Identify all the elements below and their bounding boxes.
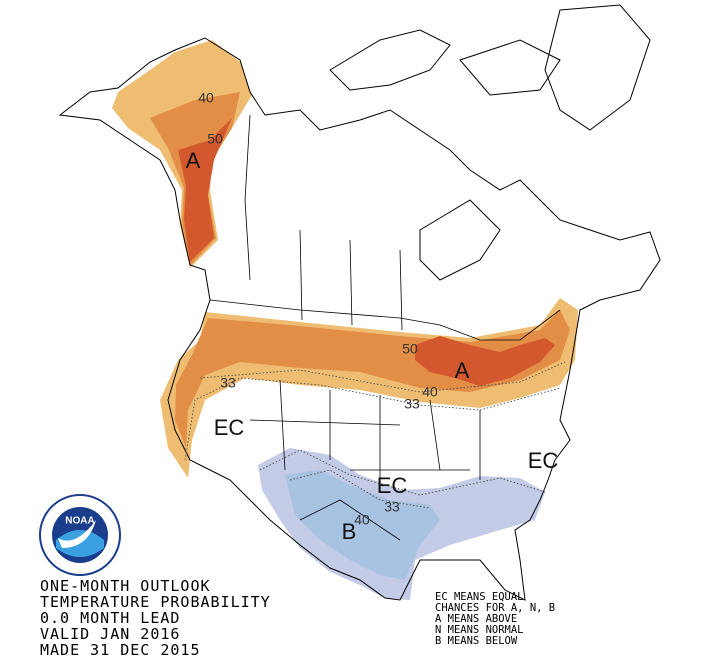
title-line: 0.0 MONTH LEAD bbox=[40, 609, 180, 627]
contour-label: 50 bbox=[207, 131, 223, 147]
logo-wave bbox=[56, 530, 104, 557]
contour-label: 40 bbox=[198, 90, 214, 106]
category-label: EC bbox=[528, 448, 559, 473]
contour bbox=[259, 449, 546, 496]
above-50-zone bbox=[178, 118, 232, 262]
logo-bird bbox=[58, 520, 96, 548]
title-line: VALID JAN 2016 bbox=[40, 625, 180, 643]
coastline bbox=[329, 4, 651, 281]
category-label: EC bbox=[214, 415, 245, 440]
contour-label: 33 bbox=[220, 375, 236, 391]
legend-line: CHANCES FOR A, N, B bbox=[435, 602, 555, 614]
title-line: TEMPERATURE PROBABILITY bbox=[40, 593, 271, 611]
title-line: ONE-MONTH OUTLOOK bbox=[40, 577, 211, 595]
contour-label: 33 bbox=[404, 396, 420, 412]
legend-line: EC MEANS EQUAL bbox=[435, 591, 524, 603]
category-label: B bbox=[342, 519, 357, 544]
logo-text: NOAA bbox=[65, 516, 94, 527]
contour bbox=[184, 377, 561, 461]
noaa-logo: NOAA bbox=[39, 494, 121, 576]
contour-label: 40 bbox=[354, 512, 370, 528]
above-40-zone bbox=[175, 310, 570, 448]
contour-label: 40 bbox=[422, 384, 438, 400]
legend-line: B MEANS BELOW bbox=[435, 635, 518, 647]
category-label: A bbox=[186, 148, 201, 173]
legend-line: N MEANS NORMAL bbox=[435, 624, 524, 636]
contour bbox=[289, 469, 431, 509]
title-line: MADE 31 DEC 2015 bbox=[40, 641, 201, 659]
contour-label: 33 bbox=[384, 499, 400, 515]
below-40-zone bbox=[285, 470, 440, 580]
above-50-zone bbox=[415, 336, 555, 386]
legend-line: A MEANS ABOVE bbox=[435, 613, 517, 625]
coastline bbox=[58, 37, 661, 601]
contour-label: 50 bbox=[402, 341, 418, 357]
category-label: EC bbox=[377, 473, 408, 498]
borders bbox=[209, 114, 561, 541]
contour bbox=[199, 361, 566, 393]
category-label: A bbox=[455, 358, 470, 383]
